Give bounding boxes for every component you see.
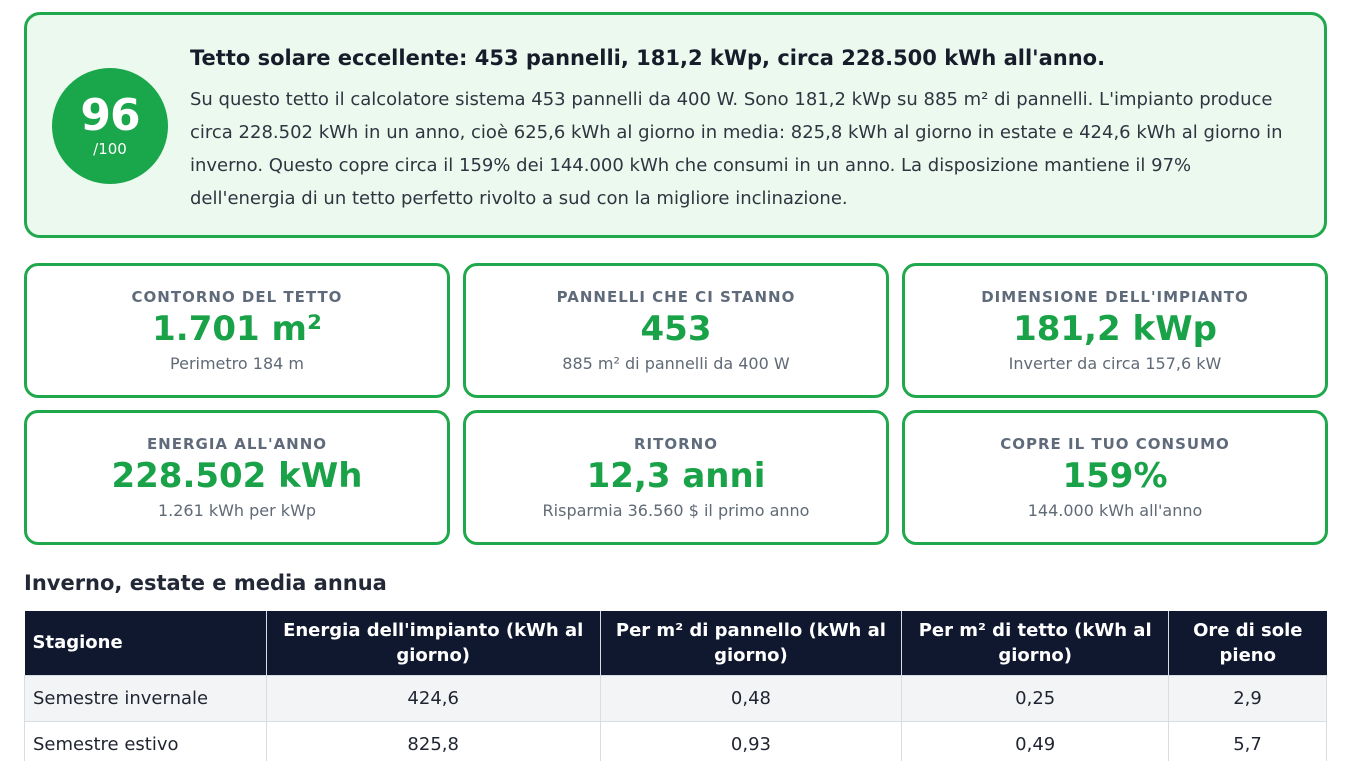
table-cell: 2,9	[1168, 674, 1327, 722]
stat-subtext: Risparmia 36.560 $ il primo anno	[542, 501, 810, 520]
stat-value: 12,3 anni	[586, 456, 766, 496]
column-header-season: Stagione	[24, 611, 267, 675]
stat-value: 228.502 kWh	[111, 456, 363, 496]
score-max: /100	[93, 140, 127, 158]
stat-value: 181,2 kWp	[1013, 309, 1217, 349]
summary-title: Tetto solare eccellente: 453 pannelli, 1…	[190, 46, 1106, 70]
table-cell: Semestre invernale	[24, 674, 267, 722]
stat-subtext: Inverter da circa 157,6 kW	[1008, 354, 1222, 373]
score-value: 96	[80, 90, 140, 141]
stat-card-payback: RITORNO 12,3 anni Risparmia 36.560 $ il …	[463, 410, 889, 545]
score-badge: 96 /100	[52, 68, 168, 184]
table-cell: 0,93	[599, 720, 903, 761]
stat-card-panels: PANNELLI CHE CI STANNO 453 885 m² di pan…	[463, 263, 889, 398]
stat-card-consumption-coverage: COPRE IL TUO CONSUMO 159% 144.000 kWh al…	[902, 410, 1328, 545]
table-cell: 0,49	[901, 720, 1170, 761]
season-table: Stagione Energia dell'impianto (kWh al g…	[24, 611, 1327, 761]
stat-subtext: 144.000 kWh all'anno	[1027, 501, 1203, 520]
column-header-peak-sun-hours: Ore di sole pieno	[1168, 611, 1327, 675]
table-cell: 424,6	[265, 674, 601, 722]
summary-text: Su questo tetto il calcolatore sistema 4…	[190, 89, 1283, 209]
column-header-per-panel-area: Per m² di pannello (kWh al giorno)	[600, 611, 903, 675]
stat-card-roof-outline: CONTORNO DEL TETTO 1.701 m² Perimetro 18…	[24, 263, 450, 398]
table-header-row: Stagione Energia dell'impianto (kWh al g…	[24, 611, 1327, 675]
stat-value: 1.701 m²	[152, 309, 322, 349]
stat-card-annual-energy: ENERGIA ALL'ANNO 228.502 kWh 1.261 kWh p…	[24, 410, 450, 545]
stat-label: CONTORNO DEL TETTO	[131, 288, 343, 306]
stat-subtext: 1.261 kWh per kWp	[157, 501, 317, 520]
table-row: Semestre estivo 825,8 0,93 0,49 5,7	[24, 720, 1327, 761]
stat-label: RITORNO	[634, 435, 718, 453]
column-header-system-energy: Energia dell'impianto (kWh al giorno)	[266, 611, 601, 675]
table-cell: 0,25	[901, 674, 1170, 722]
stat-label: PANNELLI CHE CI STANNO	[556, 288, 796, 306]
summary-card: 96 /100 Tetto solare eccellente: 453 pan…	[24, 12, 1327, 238]
stat-subtext: Perimetro 184 m	[170, 354, 304, 373]
stat-label: DIMENSIONE DELL'IMPIANTO	[981, 288, 1249, 306]
table-row: Semestre invernale 424,6 0,48 0,25 2,9	[24, 674, 1327, 722]
column-header-per-roof-area: Per m² di tetto (kWh al giorno)	[901, 611, 1170, 675]
stat-card-system-size: DIMENSIONE DELL'IMPIANTO 181,2 kWp Inver…	[902, 263, 1328, 398]
table-cell: 0,48	[599, 674, 903, 722]
stat-value: 159%	[1062, 456, 1168, 496]
stat-subtext: 885 m² di pannelli da 400 W	[562, 354, 790, 373]
stat-label: COPRE IL TUO CONSUMO	[1000, 435, 1230, 453]
season-section-title: Inverno, estate e media annua	[24, 571, 387, 595]
stat-value: 453	[640, 309, 712, 349]
stat-label: ENERGIA ALL'ANNO	[146, 435, 328, 453]
table-cell: 5,7	[1168, 720, 1327, 761]
table-cell: Semestre estivo	[24, 720, 267, 761]
table-cell: 825,8	[265, 720, 601, 761]
